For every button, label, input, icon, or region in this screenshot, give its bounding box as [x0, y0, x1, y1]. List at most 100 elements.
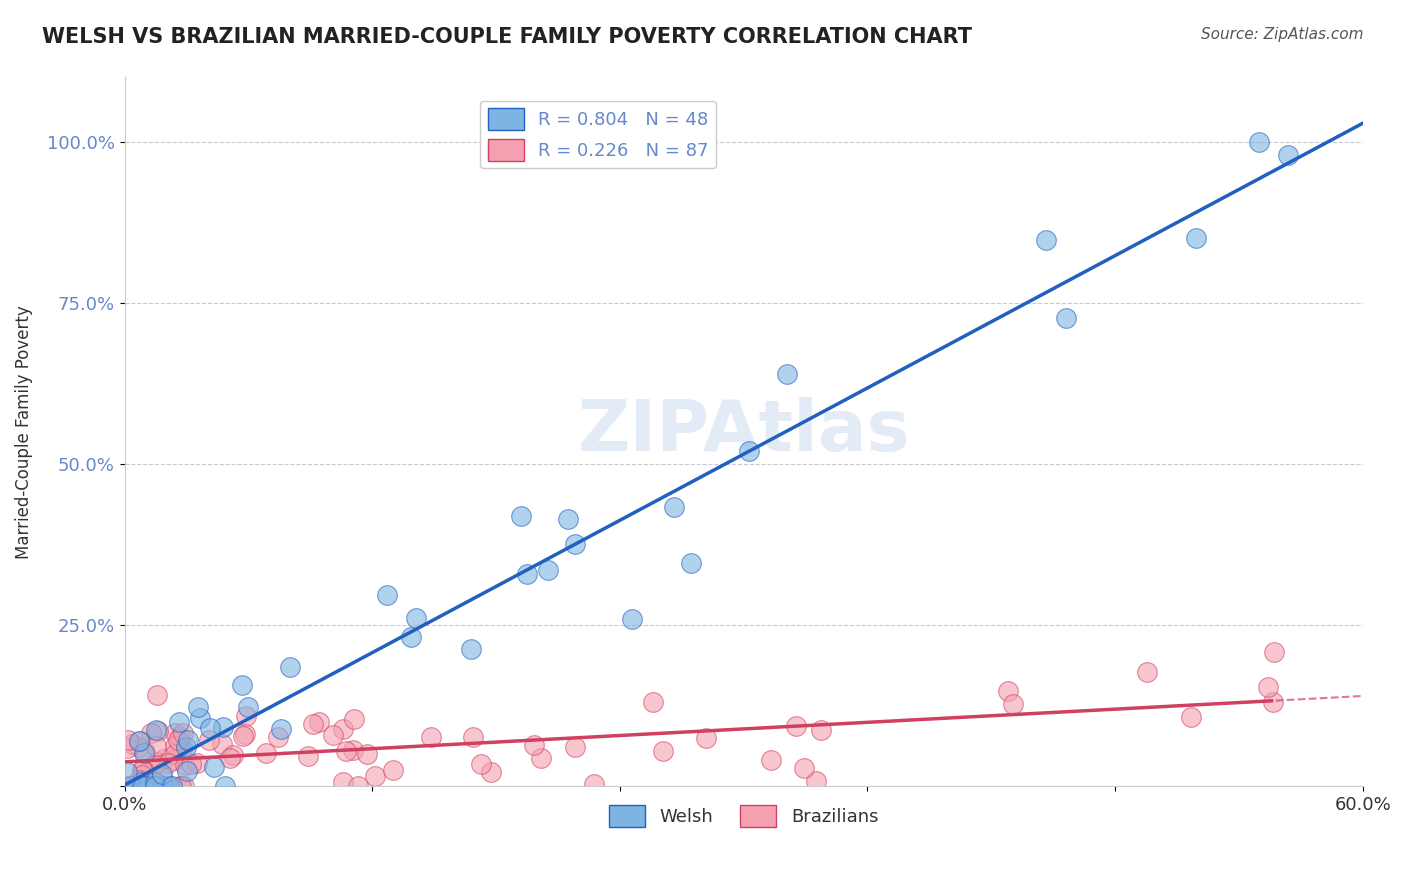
Point	[163, 726, 186, 740]
Point	[1136, 665, 1159, 679]
Point	[129, 775, 152, 789]
Point	[172, 741, 194, 756]
Point	[163, 739, 186, 753]
Point	[738, 444, 761, 458]
Point	[1261, 695, 1284, 709]
Point	[145, 688, 167, 702]
Point	[516, 567, 538, 582]
Point	[537, 563, 560, 577]
Point	[132, 746, 155, 760]
Point	[810, 723, 832, 738]
Point	[695, 731, 717, 745]
Point	[125, 780, 148, 794]
Point	[167, 733, 190, 747]
Point	[176, 764, 198, 779]
Point	[620, 611, 643, 625]
Point	[120, 780, 142, 794]
Point	[785, 719, 807, 733]
Point	[115, 765, 138, 780]
Point	[270, 722, 292, 736]
Point	[211, 737, 233, 751]
Point	[405, 611, 427, 625]
Point	[202, 760, 225, 774]
Point	[582, 777, 605, 791]
Point	[128, 734, 150, 748]
Point	[169, 780, 191, 794]
Point	[134, 779, 156, 793]
Point	[188, 711, 211, 725]
Point	[399, 630, 422, 644]
Point	[1054, 310, 1077, 325]
Point	[662, 500, 685, 514]
Point	[523, 738, 546, 752]
Point	[170, 780, 193, 794]
Point	[1185, 230, 1208, 244]
Point	[1249, 135, 1271, 149]
Point	[134, 745, 156, 759]
Point	[564, 740, 586, 755]
Point	[1180, 710, 1202, 724]
Point	[114, 780, 136, 794]
Point	[557, 512, 579, 526]
Point	[214, 780, 236, 794]
Point	[157, 756, 180, 770]
Point	[761, 753, 783, 767]
Y-axis label: Married-Couple Family Poverty: Married-Couple Family Poverty	[15, 305, 32, 558]
Point	[128, 739, 150, 754]
Point	[461, 730, 484, 744]
Point	[157, 780, 180, 794]
Point	[652, 743, 675, 757]
Point	[332, 774, 354, 789]
Point	[564, 537, 586, 551]
Point	[134, 765, 156, 780]
Point	[136, 780, 159, 794]
Point	[356, 747, 378, 762]
Point	[1035, 233, 1057, 247]
Point	[460, 641, 482, 656]
Point	[169, 731, 191, 745]
Point	[231, 678, 253, 692]
Point	[139, 780, 162, 794]
Point	[804, 773, 827, 788]
Point	[1277, 148, 1299, 162]
Point	[173, 758, 195, 772]
Point	[470, 757, 492, 772]
Point	[117, 733, 139, 747]
Point	[127, 780, 149, 794]
Point	[343, 712, 366, 726]
Point	[121, 737, 143, 751]
Point	[200, 722, 222, 736]
Point	[342, 743, 364, 757]
Point	[375, 588, 398, 602]
Point	[143, 775, 166, 789]
Point	[176, 740, 198, 755]
Point	[364, 769, 387, 783]
Point	[322, 728, 344, 742]
Point	[132, 780, 155, 794]
Point	[145, 757, 167, 772]
Point	[297, 749, 319, 764]
Point	[1263, 645, 1285, 659]
Legend: Welsh, Brazilians: Welsh, Brazilians	[602, 797, 886, 834]
Point	[529, 751, 551, 765]
Point	[997, 683, 1019, 698]
Point	[145, 739, 167, 753]
Point	[1001, 697, 1024, 711]
Point	[131, 768, 153, 782]
Point	[308, 715, 330, 730]
Text: WELSH VS BRAZILIAN MARRIED-COUPLE FAMILY POVERTY CORRELATION CHART: WELSH VS BRAZILIAN MARRIED-COUPLE FAMILY…	[42, 27, 972, 46]
Point	[222, 748, 245, 763]
Point	[211, 720, 233, 734]
Point	[129, 734, 152, 748]
Point	[153, 752, 176, 766]
Point	[163, 753, 186, 767]
Point	[1257, 680, 1279, 694]
Point	[641, 695, 664, 709]
Point	[132, 763, 155, 777]
Point	[479, 765, 502, 780]
Point	[160, 780, 183, 794]
Point	[218, 750, 240, 764]
Point	[165, 747, 187, 761]
Point	[198, 732, 221, 747]
Text: Source: ZipAtlas.com: Source: ZipAtlas.com	[1201, 27, 1364, 42]
